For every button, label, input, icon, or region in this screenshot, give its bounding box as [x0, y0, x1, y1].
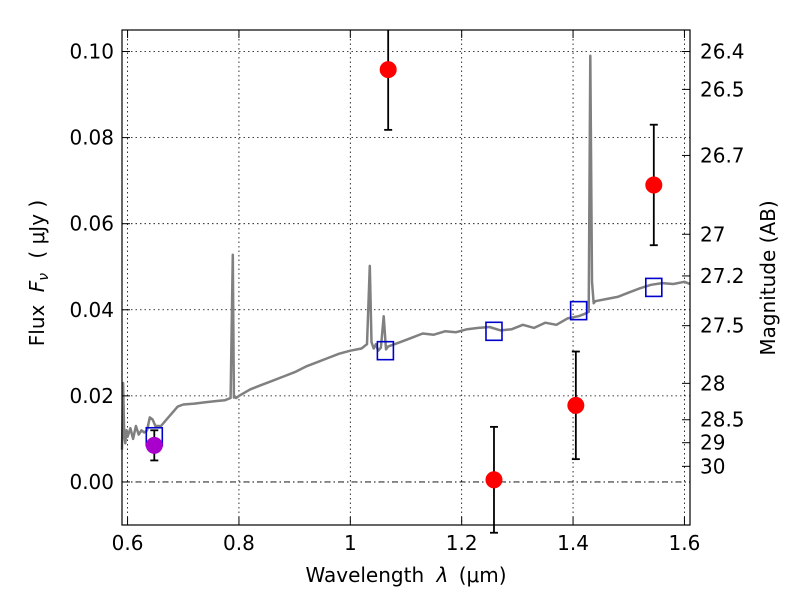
observed-point — [379, 61, 397, 79]
grid — [122, 30, 690, 525]
x-tick-label: 0.8 — [223, 531, 255, 555]
plot-area — [120, 30, 691, 534]
observed-point — [485, 471, 503, 489]
plot-frame — [121, 29, 691, 526]
observed-point — [567, 396, 585, 414]
magnitude-tick-label: 28.5 — [700, 408, 745, 432]
model-point — [569, 300, 588, 321]
x-tick-label: 1 — [344, 531, 357, 555]
magnitude-tick-label: 27.5 — [700, 314, 745, 338]
y-tick-label: 0.06 — [69, 212, 114, 236]
y-tick-label: 0.10 — [69, 40, 114, 64]
magnitude-tick-label: 26.4 — [700, 40, 745, 64]
magnitude-tick-label: 28 — [700, 371, 725, 395]
magnitude-tick-label: 30 — [700, 454, 725, 478]
x-tick-label: 0.6 — [112, 531, 144, 555]
spectrum-line — [120, 54, 691, 450]
x-tick-label: 1.4 — [557, 531, 589, 555]
x-tick-label: 1.6 — [669, 531, 701, 555]
model-point — [645, 277, 663, 298]
axes: 0.6 0.8 1 1.2 1.4 1.6 0.00 0.02 0.04 0.06 0.08 0.10… — [69, 30, 745, 555]
model-point — [485, 321, 503, 342]
observed-point — [645, 176, 663, 194]
magnitude-tick-label: 27 — [700, 222, 725, 246]
y-tick-label: 0.02 — [69, 384, 114, 408]
observed-point — [145, 436, 163, 454]
y-tick-label: 0.00 — [69, 470, 114, 494]
magnitude-tick-label: 26.7 — [700, 143, 745, 167]
magnitude-tick-label: 26.5 — [700, 77, 745, 101]
magnitude-tick-label: 29 — [700, 431, 725, 455]
y-tick-label: 0.08 — [69, 126, 114, 150]
magnitude-axis-label: Magnitude (AB) — [756, 200, 780, 355]
model-point — [376, 340, 395, 361]
y-tick-label: 0.04 — [69, 298, 114, 322]
x-tick-label: 1.2 — [446, 531, 478, 555]
magnitude-tick-label: 27.2 — [700, 264, 745, 288]
y-axis-label: Flux Fν ( μJy ) — [25, 200, 53, 346]
x-axis-label: Wavelength λ (μm) — [305, 563, 506, 587]
